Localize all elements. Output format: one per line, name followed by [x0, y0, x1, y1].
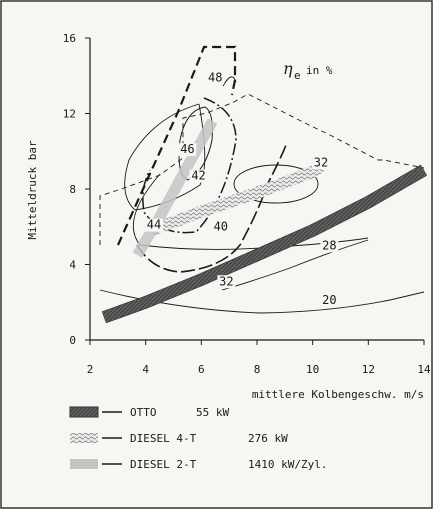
contour-labels: 48 46 42 44 40 32 28 32 20 [145, 70, 339, 308]
title-symbol: η [283, 59, 293, 78]
series-band-diesel-4-t [149, 161, 325, 237]
contour-label-bg [206, 71, 225, 85]
bold-dashed-boundary [116, 45, 237, 246]
legend: OTTO 55 kW DIESEL 4-T 276 kW DIESEL 2-T 1410 … [69, 406, 327, 471]
y-ticks: 0 4 8 12 16 [63, 32, 90, 347]
contour-label-bg [320, 294, 339, 308]
contour-label: 46 [180, 142, 194, 156]
legend-series-name: DIESEL 4-T [130, 432, 197, 445]
contour-label-bg [320, 239, 339, 253]
contour-label-bg [211, 220, 230, 234]
legend-swatch [70, 459, 98, 469]
legend-series-power: 55 kW [196, 406, 229, 419]
x-ticks: 2 4 6 8 10 12 14 [87, 340, 431, 376]
legend-swatch [70, 433, 98, 443]
contour-label: 32 [219, 274, 233, 288]
contour-lines [99, 45, 425, 314]
contour-label: 42 [191, 169, 205, 183]
y-tick-label: 12 [63, 108, 76, 121]
contour-44 [142, 97, 237, 234]
y-tick-label: 16 [63, 32, 76, 45]
x-axis-label: mittlere Kolbengeschw. m/s [252, 388, 424, 401]
x-tick-label: 4 [142, 363, 149, 376]
contour-label: 44 [147, 218, 161, 232]
series-band-diesel-2-t [132, 118, 218, 258]
legend-series-name: OTTO [130, 406, 157, 419]
x-tick-label: 10 [306, 363, 319, 376]
legend-swatch [69, 406, 99, 418]
title-subscript: e [294, 69, 301, 82]
contour-label-bg [145, 218, 164, 232]
y-tick-label: 0 [69, 334, 76, 347]
title-rest: in % [306, 64, 333, 77]
contour-label: 40 [214, 220, 228, 234]
contour-label: 32 [314, 155, 328, 169]
x-tick-label: 8 [254, 363, 261, 376]
contour-label-bg [189, 169, 208, 183]
contour-32-upper [233, 164, 319, 204]
legend-series-power: 1410 kW/Zyl. [248, 458, 327, 471]
y-axis-label: Mitteldruck bar [26, 140, 39, 240]
x-tick-label: 12 [362, 363, 375, 376]
legend-series-name: DIESEL 2-T [130, 458, 197, 471]
contour-label-bg [217, 275, 236, 289]
contour-40 [136, 144, 287, 273]
contour-32-lower [221, 239, 369, 291]
contour-label-bg [178, 143, 197, 157]
y-tick-label: 4 [69, 259, 76, 272]
x-tick-label: 6 [198, 363, 205, 376]
y-tick-label: 8 [69, 183, 76, 196]
contour-label: 28 [322, 238, 336, 252]
series-band-otto [102, 165, 427, 323]
contour-label: 20 [322, 293, 336, 307]
series-bands [101, 118, 428, 324]
dashed-envelope [99, 93, 425, 245]
contour-label-bg [312, 156, 331, 170]
contour-48 [222, 76, 237, 87]
chart-title: η e in % [283, 59, 333, 82]
x-tick-label: 2 [87, 363, 94, 376]
contour-label: 48 [208, 70, 222, 84]
contour-42 [124, 103, 206, 211]
legend-series-power: 276 kW [248, 432, 288, 445]
x-tick-label: 14 [417, 363, 431, 376]
